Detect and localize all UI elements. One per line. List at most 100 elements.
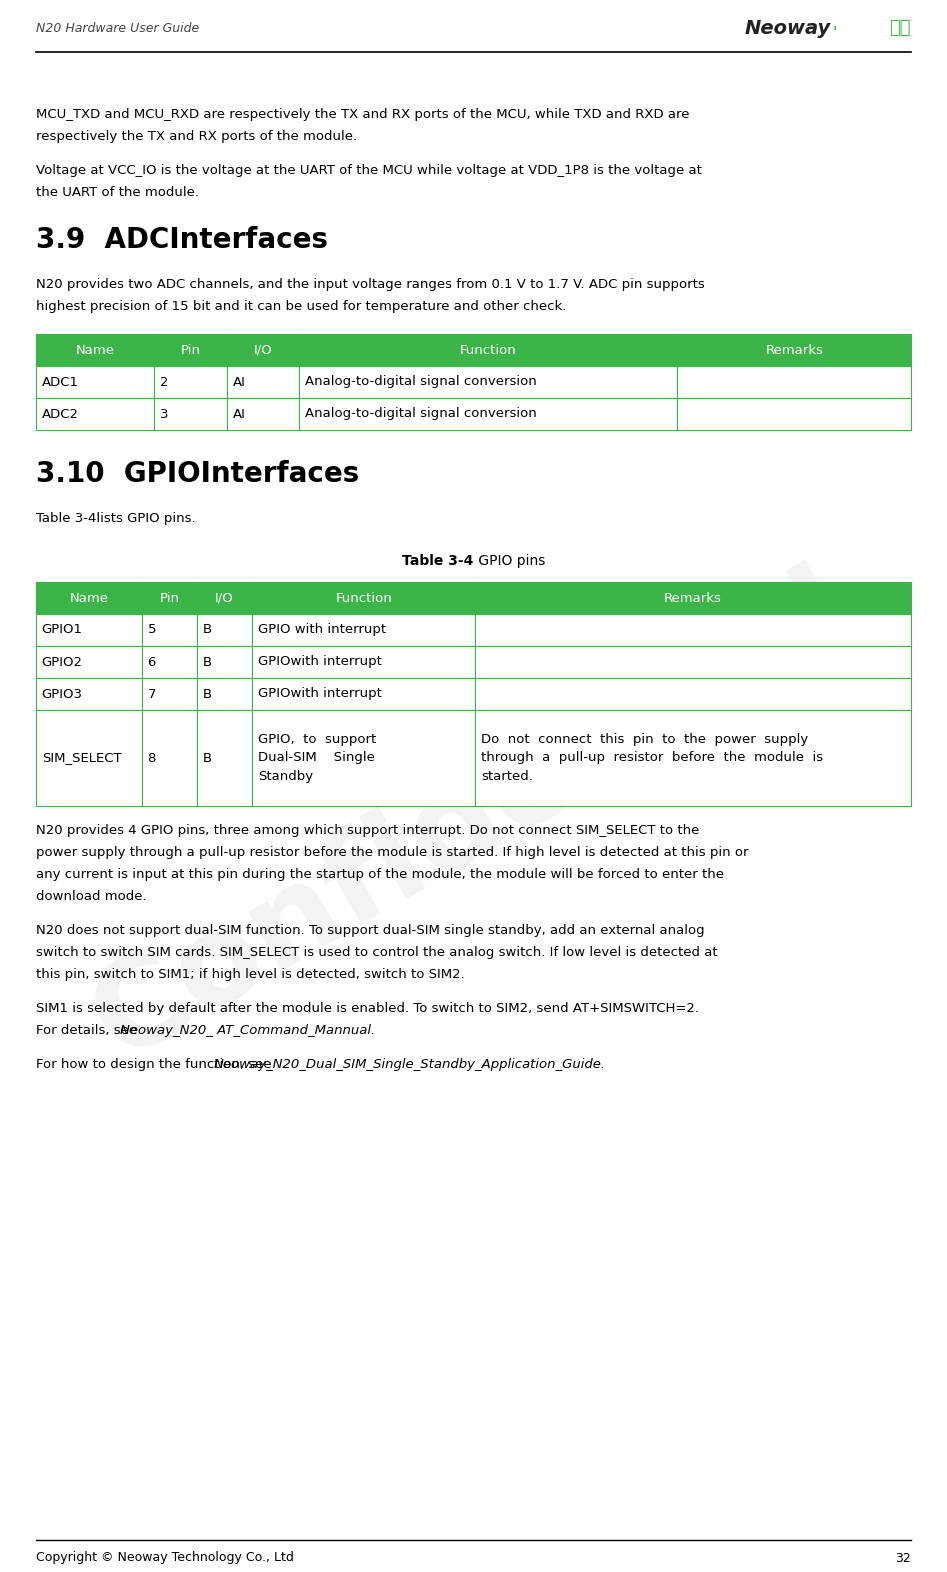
Text: GPIOwith interrupt: GPIOwith interrupt [258,656,382,668]
Bar [252,711,475,806]
Bar [142,615,197,646]
Text: N20 Hardware User Guide: N20 Hardware User Guide [36,22,199,35]
Text: Name: Name [69,591,108,605]
Text: N20 provides two ADC channels, and the input voltage ranges from 0.1 V to 1.7 V.: N20 provides two ADC channels, and the i… [36,278,705,291]
Bar [226,398,299,431]
Bar [142,582,197,615]
Bar [36,615,142,646]
Bar [36,398,154,431]
Bar [252,615,475,646]
Text: Function: Function [460,344,517,357]
Text: I/O: I/O [215,591,234,605]
Bar [154,333,226,366]
Text: AI: AI [232,407,245,420]
Bar [677,398,911,431]
Bar [197,646,252,678]
Text: For how to design the function, see: For how to design the function, see [36,1058,276,1071]
Text: started.: started. [481,770,533,783]
Text: Dual-SIM    Single: Dual-SIM Single [258,751,375,764]
Text: download mode.: download mode. [36,890,147,902]
Text: GPIO1: GPIO1 [42,624,82,637]
Text: Analog-to-digital signal conversion: Analog-to-digital signal conversion [305,376,537,388]
Bar [475,646,911,678]
Bar [475,711,911,806]
Bar [142,711,197,806]
Text: ADC1: ADC1 [42,376,79,388]
Text: Neoway_N20_Dual_SIM_Single_Standby_Application_Guide.: Neoway_N20_Dual_SIM_Single_Standby_Appli… [214,1058,606,1071]
Text: ': ' [832,25,837,39]
Bar [475,678,911,711]
Text: the UART of the module.: the UART of the module. [36,185,199,200]
Bar [36,366,154,398]
Text: ADC2: ADC2 [42,407,79,420]
Text: Remarks: Remarks [765,344,823,357]
Text: through  a  pull-up  resistor  before  the  module  is: through a pull-up resistor before the mo… [481,751,823,764]
Text: 7: 7 [148,687,156,701]
Text: 3.10  GPIOInterfaces: 3.10 GPIOInterfaces [36,461,359,487]
Bar [36,711,142,806]
Text: Confidential: Confidential [72,550,875,1085]
Text: GPIO,  to  support: GPIO, to support [258,734,376,747]
Text: B: B [203,687,212,701]
Text: For details, see: For details, see [36,1023,141,1038]
Text: power supply through a pull-up resistor before the module is started. If high le: power supply through a pull-up resistor … [36,846,748,858]
Bar [197,582,252,615]
Text: SIM_SELECT: SIM_SELECT [42,751,121,764]
Text: GPIO2: GPIO2 [42,656,82,668]
Text: GPIO pins: GPIO pins [474,553,545,567]
Bar [677,366,911,398]
Text: MCU_TXD and MCU_RXD are respectively the TX and RX ports of the MCU, while TXD a: MCU_TXD and MCU_RXD are respectively the… [36,108,689,121]
Text: Name: Name [76,344,115,357]
Bar [36,333,154,366]
Bar [154,398,226,431]
Text: B: B [203,624,212,637]
Text: GPIO3: GPIO3 [42,687,82,701]
Text: highest precision of 15 bit and it can be used for temperature and other check.: highest precision of 15 bit and it can b… [36,300,566,313]
Bar [142,646,197,678]
Text: Remarks: Remarks [664,591,722,605]
Text: Table 3-4lists GPIO pins.: Table 3-4lists GPIO pins. [36,512,196,525]
Bar [36,646,142,678]
Text: GPIOwith interrupt: GPIOwith interrupt [258,687,382,701]
Text: any current is input at this pin during the startup of the module, the module wi: any current is input at this pin during … [36,868,724,880]
Text: B: B [203,656,212,668]
Bar [252,678,475,711]
Text: 6: 6 [148,656,156,668]
Text: 32: 32 [895,1552,911,1564]
Bar [197,678,252,711]
Text: Neoway_N20_ AT_Command_Mannual.: Neoway_N20_ AT_Command_Mannual. [120,1023,375,1038]
Text: switch to switch SIM cards. SIM_SELECT is used to control the analog switch. If : switch to switch SIM cards. SIM_SELECT i… [36,946,718,959]
Text: 有方: 有方 [889,19,911,38]
Bar [226,366,299,398]
Bar [36,582,142,615]
Text: 8: 8 [148,751,156,764]
Text: Voltage at VCC_IO is the voltage at the UART of the MCU while voltage at VDD_1P8: Voltage at VCC_IO is the voltage at the … [36,163,702,178]
Text: GPIO with interrupt: GPIO with interrupt [258,624,386,637]
Text: this pin, switch to SIM1; if high level is detected, switch to SIM2.: this pin, switch to SIM1; if high level … [36,968,465,981]
Text: N20 provides 4 GPIO pins, three among which support interrupt. Do not connect SI: N20 provides 4 GPIO pins, three among wh… [36,824,700,836]
Bar [299,366,677,398]
Bar [142,678,197,711]
Text: N20 does not support dual-SIM function. To support dual-SIM single standby, add : N20 does not support dual-SIM function. … [36,924,705,937]
Text: 2: 2 [160,376,169,388]
Text: SIM1 is selected by default after the module is enabled. To switch to SIM2, send: SIM1 is selected by default after the mo… [36,1001,699,1016]
Bar [475,615,911,646]
Text: Function: Function [335,591,392,605]
Text: AI: AI [232,376,245,388]
Bar [252,646,475,678]
Text: 5: 5 [148,624,156,637]
Bar [299,333,677,366]
Text: Copyright © Neoway Technology Co., Ltd: Copyright © Neoway Technology Co., Ltd [36,1552,294,1564]
Text: Pin: Pin [159,591,179,605]
Text: Standby: Standby [258,770,313,783]
Text: 3.9  ADCInterfaces: 3.9 ADCInterfaces [36,226,328,255]
Text: Pin: Pin [181,344,201,357]
Text: B: B [203,751,212,764]
Bar [677,333,911,366]
Text: Table 3-4: Table 3-4 [402,553,474,567]
Text: I/O: I/O [254,344,273,357]
Bar [252,582,475,615]
Bar [197,615,252,646]
Bar [36,678,142,711]
Text: Analog-to-digital signal conversion: Analog-to-digital signal conversion [305,407,537,420]
